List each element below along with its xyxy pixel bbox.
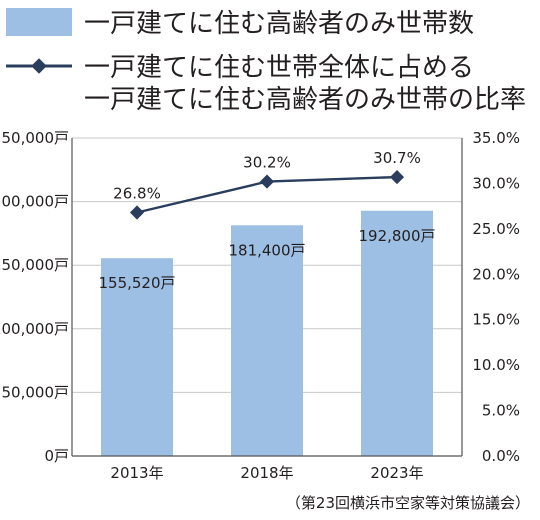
bar-value-label: 181,400戸: [228, 241, 305, 259]
bar: [231, 225, 303, 456]
x-tick-label: 2013年: [110, 464, 163, 482]
legend-swatch-bar: [6, 8, 72, 36]
axes: 0戸 50,000戸 100,000戸 150,000戸 200,000戸 250,000…: [0, 129, 520, 482]
legend-marker: [31, 58, 47, 74]
right-tick-label: 5.0%: [482, 402, 520, 420]
x-tick-label: 2023年: [370, 464, 423, 482]
left-tick-label: 250,000戸: [0, 129, 69, 147]
right-tick-label: 35.0%: [472, 129, 520, 147]
left-tick-label: 200,000戸: [0, 193, 69, 211]
x-tick-label: 2018年: [240, 464, 293, 482]
left-tick-label: 150,000戸: [0, 256, 69, 274]
bar-value-label: 155,520戸: [98, 274, 175, 292]
ratio-value-label: 26.8%: [113, 185, 161, 203]
right-tick-label: 0.0%: [482, 447, 520, 465]
bars: [101, 210, 433, 456]
legend-label-bar: 一戸建てに住む高齢者のみ世帯数: [84, 9, 474, 39]
left-tick-label: 50,000戸: [2, 383, 70, 401]
ratio-value-label: 30.7%: [373, 149, 421, 167]
ratio-point: [129, 205, 145, 220]
bar-value-label: 192,800戸: [358, 227, 435, 245]
bar: [101, 258, 173, 456]
left-tick-label: 100,000戸: [0, 320, 69, 338]
ratio-value-label: 30.2%: [243, 154, 291, 172]
source-note: （第23回横浜市空家等対策協議会）: [286, 494, 530, 512]
right-tick-label: 30.0%: [472, 174, 520, 192]
legend-label-line-2: 一戸建てに住む高齢者のみ世帯の比率: [84, 85, 526, 115]
bar: [361, 210, 433, 456]
data-labels: 155,520戸 181,400戸 192,800戸 26.8% 30.2% 30.7%: [98, 149, 435, 292]
right-tick-label: 20.0%: [472, 265, 520, 283]
ratio-point: [389, 169, 405, 185]
legend-label-line-1: 一戸建てに住む世帯全体に占める: [84, 53, 474, 83]
left-tick-label: 0戸: [44, 447, 69, 465]
legend: 一戸建てに住む高齢者のみ世帯数 一戸建てに住む世帯全体に占める 一戸建てに住む高…: [6, 8, 526, 115]
ratio-line-series: [129, 169, 405, 220]
right-tick-label: 10.0%: [472, 356, 520, 374]
right-tick-label: 25.0%: [472, 220, 520, 238]
right-tick-label: 15.0%: [472, 311, 520, 329]
ratio-point: [259, 174, 275, 189]
